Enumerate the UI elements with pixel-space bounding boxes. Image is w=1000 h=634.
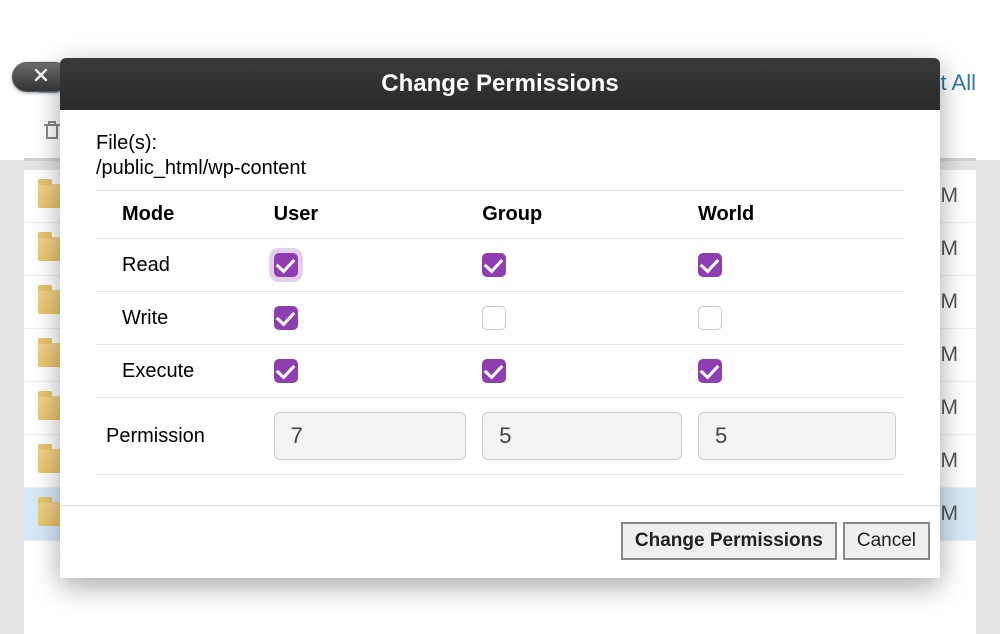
- change-permissions-dialog: Change Permissions File(s): /public_html…: [60, 58, 940, 578]
- file-row-time: M: [941, 290, 959, 314]
- dialog-titlebar: Change Permissions: [60, 58, 940, 110]
- checkbox-write-world[interactable]: [698, 306, 722, 330]
- permissions-header-row: Mode User Group World: [96, 191, 904, 239]
- checkbox-execute-user[interactable]: [274, 359, 298, 383]
- close-icon: [33, 67, 49, 88]
- confirm-button[interactable]: Change Permissions: [621, 522, 837, 560]
- cancel-button[interactable]: Cancel: [843, 522, 930, 560]
- checkbox-read-world[interactable]: [698, 253, 722, 277]
- row-execute: Execute: [96, 345, 904, 398]
- checkbox-execute-group[interactable]: [482, 359, 506, 383]
- dialog-title: Change Permissions: [381, 70, 618, 98]
- col-user: User: [266, 191, 475, 239]
- checkbox-read-user[interactable]: [274, 253, 298, 277]
- files-label: File(s):: [96, 132, 904, 155]
- permission-world-input[interactable]: [698, 412, 896, 460]
- file-row-time: M: [941, 237, 959, 261]
- file-row-time: M: [941, 396, 959, 420]
- col-group: Group: [474, 191, 690, 239]
- dialog-footer: Change Permissions Cancel: [60, 505, 940, 578]
- col-mode: Mode: [96, 191, 266, 239]
- permission-group-input[interactable]: [482, 412, 682, 460]
- row-permission-value: Permission: [96, 398, 904, 475]
- row-execute-label: Execute: [96, 345, 266, 398]
- col-world: World: [690, 191, 904, 239]
- row-read: Read: [96, 239, 904, 292]
- row-write-label: Write: [96, 292, 266, 345]
- checkbox-execute-world[interactable]: [698, 359, 722, 383]
- checkbox-write-user[interactable]: [274, 306, 298, 330]
- row-read-label: Read: [96, 239, 266, 292]
- checkbox-write-group[interactable]: [482, 306, 506, 330]
- permission-label: Permission: [96, 398, 266, 475]
- checkbox-read-group[interactable]: [482, 253, 506, 277]
- dialog-body: File(s): /public_html/wp-content Mode Us…: [60, 110, 940, 505]
- files-path: /public_html/wp-content: [96, 157, 904, 180]
- row-write: Write: [96, 292, 904, 345]
- permissions-table: Mode User Group World Read Write: [96, 191, 904, 475]
- permission-user-input[interactable]: [274, 412, 467, 460]
